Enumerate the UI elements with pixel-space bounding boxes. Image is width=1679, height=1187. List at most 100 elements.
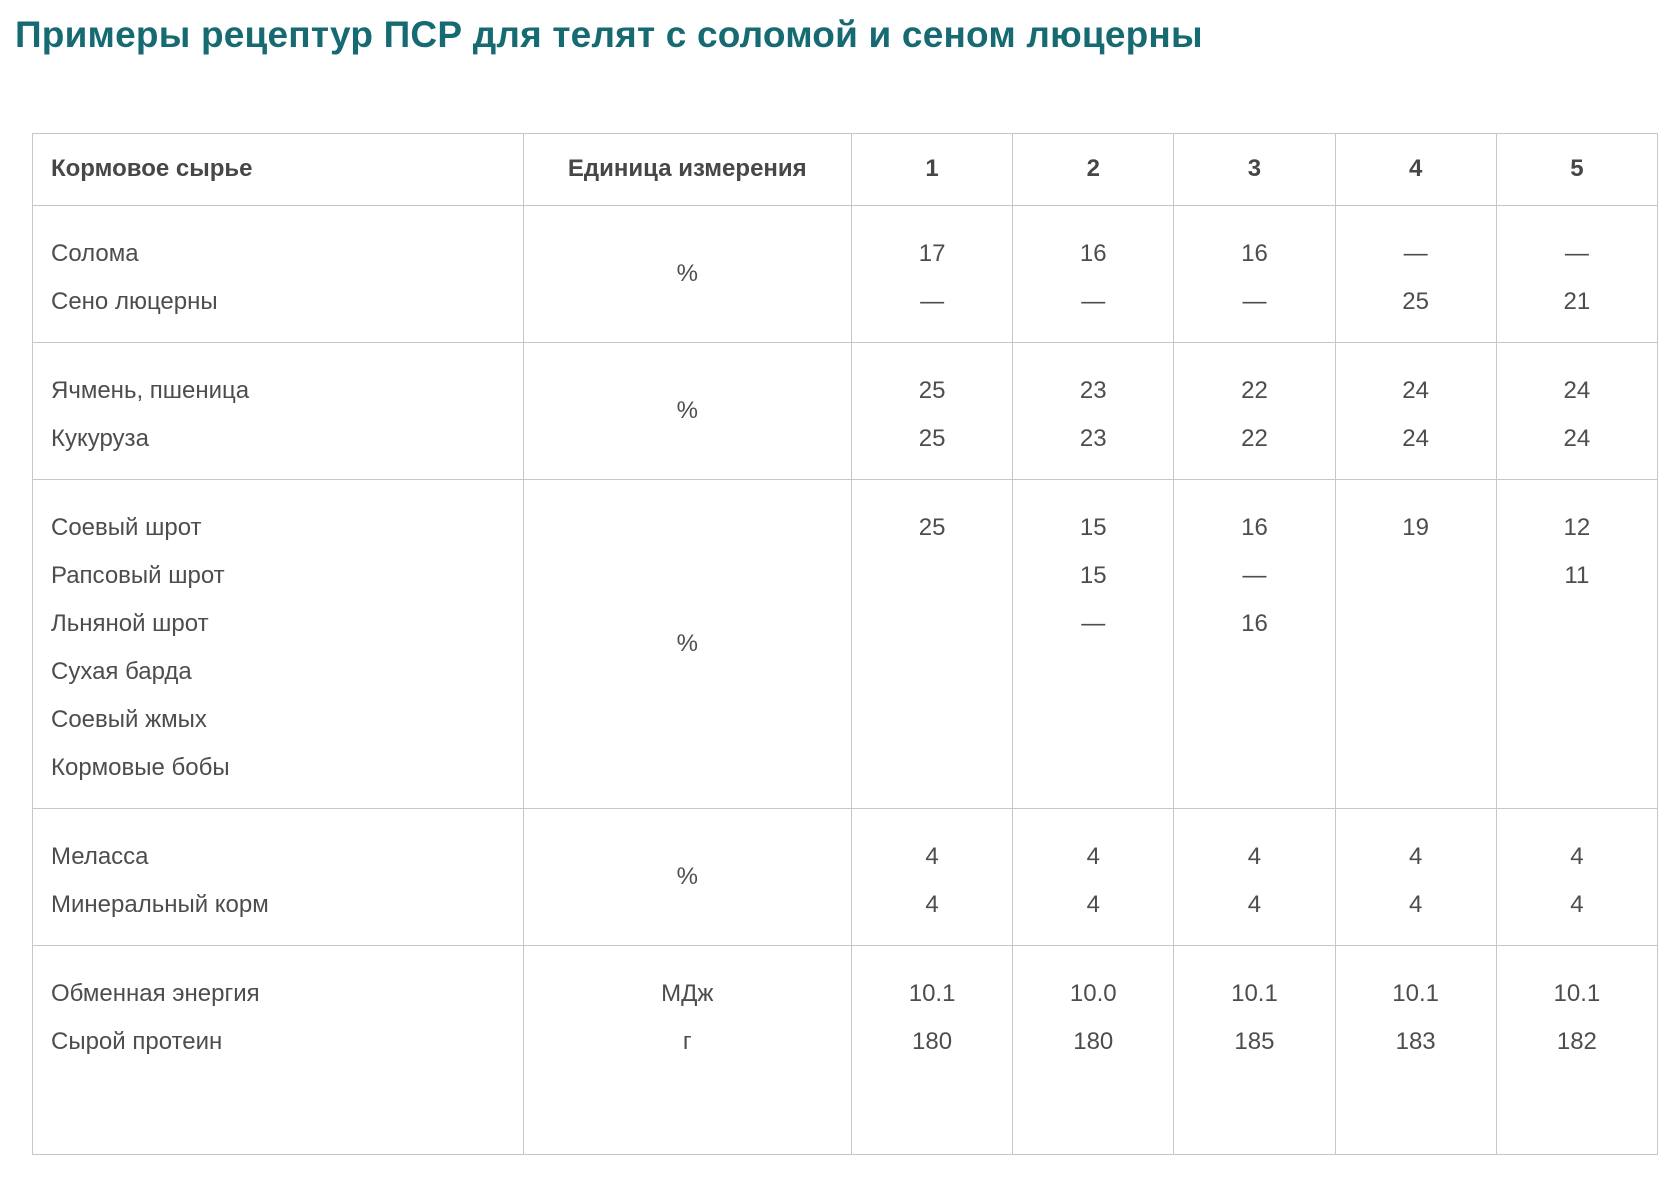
ingredient-label: Соевый шрот	[51, 513, 202, 541]
ingredient-cell: Обменная энергия Сырой протеин	[32, 944, 524, 1155]
column-header-unit: Единица измерения	[522, 132, 852, 206]
value	[1497, 696, 1657, 744]
ingredient-label: Соевый жмых	[51, 705, 207, 733]
value: 25	[918, 376, 946, 404]
ingredient-cell: Соевый шрот Рапсовый шрот Льняной шрот Суха…	[32, 478, 524, 809]
table-group-row: Обменная энергия Сырой протеин МДж г 10.1 180…	[32, 944, 1659, 1155]
value: 4	[1408, 842, 1423, 870]
unit-label: %	[676, 629, 698, 657]
feed-recipes-table: Кормовое сырье Единица измерения 1 2 3 4…	[32, 132, 1659, 1155]
unit-cell: МДж г	[522, 944, 852, 1155]
value: —	[1081, 287, 1106, 315]
value-cell: 24 24	[1334, 341, 1497, 480]
ingredient-label: Сухая барда	[51, 657, 192, 685]
ingredient-label: Обменная энергия	[51, 979, 260, 1007]
value: 180	[1073, 1027, 1114, 1055]
table-group-row: Ячмень, пшеница Кукуруза% 25 25 23 23 22 22 24 24…	[32, 341, 1659, 480]
value-cell: 24 24	[1495, 341, 1659, 480]
ingredient-label: Солома	[51, 239, 139, 267]
value-cell: 12 11	[1495, 478, 1659, 809]
value: 4	[1247, 842, 1262, 870]
unit-label: г	[682, 1027, 692, 1055]
value-cell: 25	[850, 478, 1014, 809]
value	[1336, 552, 1496, 600]
value: 24	[1402, 424, 1429, 452]
value-cell: 15 15 —	[1012, 478, 1175, 809]
table-header: Кормовое сырье Единица измерения 1 2 3 4…	[32, 132, 1659, 206]
value	[852, 600, 1012, 648]
value-cell: 10.1 185	[1173, 944, 1336, 1155]
ingredient-cell: Ячмень, пшеница Кукуруза	[32, 341, 524, 480]
value: —	[1242, 561, 1267, 589]
column-header-recipe-5: 5	[1495, 132, 1659, 206]
value: 10.0	[1069, 979, 1117, 1007]
value: 185	[1234, 1027, 1275, 1055]
value: 25	[1402, 287, 1429, 315]
ingredient-label: Минеральный корм	[51, 890, 269, 918]
value	[1497, 744, 1657, 792]
value-cell: 10.1 182	[1495, 944, 1659, 1155]
value: 19	[1402, 513, 1429, 541]
value: —	[1564, 239, 1589, 267]
value: 23	[1079, 424, 1107, 452]
value: —	[1081, 609, 1106, 637]
table-group-row: Меласса Минеральный корм% 4 4 4 4 4 4 4 4 4 4	[32, 807, 1659, 946]
column-header-recipe-3: 3	[1173, 132, 1336, 206]
unit-cell: %	[522, 204, 852, 343]
value: 22	[1241, 376, 1268, 404]
value: 4	[925, 890, 939, 918]
value: 16	[1241, 239, 1268, 267]
value: 23	[1079, 376, 1107, 404]
value-cell: 16 —	[1012, 204, 1175, 343]
unit-label: %	[676, 259, 698, 287]
ingredient-cell: Солома Сено люцерны	[32, 204, 524, 343]
value: 10.1	[1553, 979, 1601, 1007]
value: 10.1	[908, 979, 956, 1007]
value: 24	[1402, 376, 1429, 404]
column-header-recipe-2: 2	[1012, 132, 1175, 206]
value-cell: 19	[1334, 478, 1497, 809]
value: 4	[1408, 890, 1423, 918]
value-cell: — 21	[1495, 204, 1659, 343]
value-cell: 10.0 180	[1012, 944, 1175, 1155]
unit-label: МДж	[661, 979, 714, 1007]
value: 4	[1086, 890, 1100, 918]
value: 15	[1079, 561, 1107, 589]
value: 25	[918, 513, 946, 541]
unit-label: %	[676, 396, 698, 424]
unit-cell: %	[522, 807, 852, 946]
column-header-recipe-1: 1	[850, 132, 1014, 206]
value: 10.1	[1231, 979, 1278, 1007]
value	[1497, 648, 1657, 696]
value: 16	[1241, 513, 1268, 541]
value	[1336, 696, 1496, 744]
value	[1336, 600, 1496, 648]
ingredient-label: Кормовые бобы	[51, 753, 230, 781]
value: 17	[918, 239, 946, 267]
value: 4	[1570, 890, 1584, 918]
value	[1336, 648, 1496, 696]
ingredient-label: Сено люцерны	[51, 287, 218, 315]
value: 24	[1563, 424, 1591, 452]
value: 4	[1086, 842, 1100, 870]
value: 11	[1564, 561, 1590, 589]
value	[1336, 744, 1496, 792]
value: 12	[1563, 513, 1591, 541]
value: 15	[1079, 513, 1107, 541]
ingredient-label: Льняной шрот	[51, 609, 209, 637]
page-title: Примеры рецептур ПСР для телят с соломой…	[15, 14, 1203, 55]
ingredient-cell: Меласса Минеральный корм	[32, 807, 524, 946]
value	[1174, 744, 1334, 792]
value: 182	[1556, 1027, 1597, 1055]
column-header-recipe-4: 4	[1334, 132, 1497, 206]
value-cell: 16 — 16	[1173, 478, 1336, 809]
value: 183	[1395, 1027, 1436, 1055]
value	[1013, 648, 1173, 696]
table-group-row: Солома Сено люцерны% 17 — 16 — 16 — — 25 — 21	[32, 204, 1659, 343]
value-cell: 23 23	[1012, 341, 1175, 480]
value-cell: 10.1 180	[850, 944, 1014, 1155]
